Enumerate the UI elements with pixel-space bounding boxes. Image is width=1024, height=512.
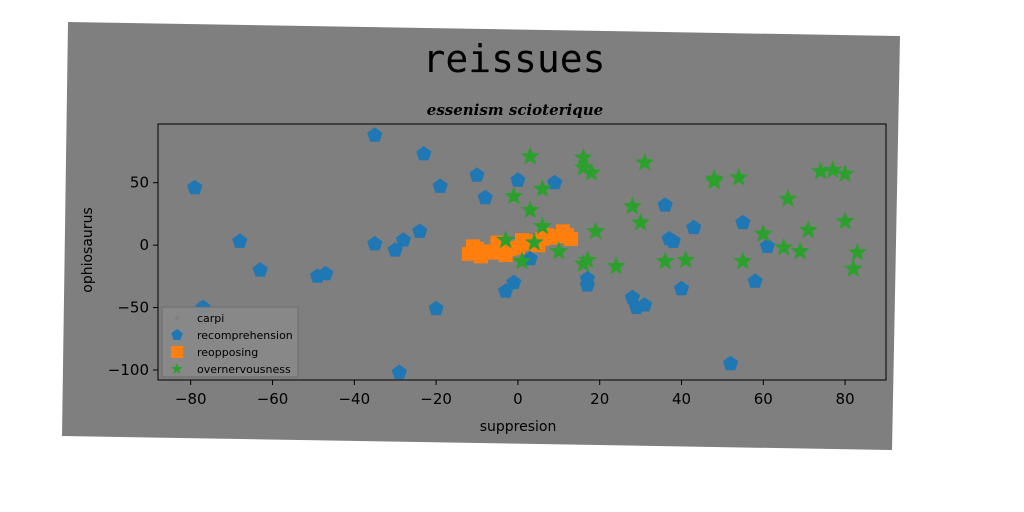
x-tick-label: −60	[257, 390, 289, 408]
y-tick-label: 50	[130, 174, 149, 192]
overnervousness-point	[586, 221, 606, 240]
legend-marker-reopposing	[171, 346, 183, 358]
overnervousness-point	[704, 171, 724, 190]
overnervousness-point	[655, 251, 675, 270]
overnervousness-point	[520, 200, 540, 219]
overnervousness-point	[843, 258, 863, 277]
overnervousness-point	[532, 216, 552, 235]
legend-marker-overnervousness	[171, 363, 183, 374]
overnervousness-point	[774, 237, 794, 256]
recomprehension-point	[367, 127, 383, 142]
x-tick-label: 0	[513, 390, 523, 408]
chart-title: reissues	[422, 37, 605, 81]
overnervousness-point	[676, 250, 696, 269]
figure-background	[62, 22, 900, 450]
y-tick-label: −50	[117, 299, 149, 317]
recomprehension-point	[318, 265, 334, 281]
chart-legend: carpi recomprehension reopposing overnervou…	[161, 306, 299, 378]
reopposing-point	[474, 249, 489, 264]
overnervousness-point	[549, 241, 569, 260]
overnervousness-point	[790, 241, 810, 260]
recomprehension-point	[391, 364, 407, 379]
overnervousness-point	[729, 167, 749, 186]
recomprehension-point	[747, 273, 763, 288]
recomprehension-point	[735, 214, 751, 230]
overnervousness-point	[496, 230, 516, 249]
recomprehension-point	[252, 262, 268, 277]
recomprehension-point	[686, 219, 702, 235]
overnervousness-point	[622, 196, 642, 215]
overnervousness-point	[835, 164, 855, 182]
recomprehension-point	[432, 178, 448, 193]
legend-label-reopposing: reopposing	[197, 346, 258, 359]
y-axis-label: ophiosaurus	[80, 207, 96, 292]
legend-label-carpi: carpi	[197, 312, 224, 325]
recomprehension-point	[657, 197, 673, 212]
legend-marker-carpi	[174, 315, 180, 321]
data-marks	[187, 127, 867, 379]
x-tick-label: 60	[754, 390, 773, 408]
chart-subtitle: essenism scioterique	[427, 101, 603, 119]
axis-ticks: −80 −60 −40 −20 0 20 40 60 80 −100 −50 0 50	[108, 174, 855, 408]
x-tick-label: −80	[175, 390, 207, 408]
recomprehension-point	[637, 297, 653, 312]
recomprehension-point	[395, 232, 411, 247]
recomprehension-point	[759, 238, 775, 253]
overnervousness-point	[532, 178, 552, 197]
overnervousness-point	[504, 186, 524, 205]
overnervousness-point	[753, 223, 773, 242]
recomprehension-point	[723, 355, 739, 371]
overnervousness-point	[524, 232, 544, 251]
recomprehension-point	[187, 179, 203, 195]
overnervousness-point	[582, 162, 601, 181]
x-tick-label: −20	[420, 390, 452, 408]
overnervousness-point	[733, 251, 753, 270]
overnervousness-point	[811, 161, 831, 180]
overnervousness-point	[573, 157, 593, 176]
recomprehension-point	[416, 146, 432, 161]
reopposing-point	[515, 233, 529, 248]
recomprehension-point	[232, 233, 248, 248]
overnervousness-point	[606, 256, 626, 275]
recomprehension-point	[673, 280, 690, 296]
overnervousness-point	[635, 152, 655, 171]
overnervousness-point	[631, 212, 651, 231]
legend-box	[161, 306, 299, 378]
overnervousness-point	[823, 160, 843, 179]
x-axis-label: suppresion	[480, 419, 557, 435]
recomprehension-point	[665, 233, 681, 248]
overnervousness-point	[577, 250, 597, 269]
legend-label-overnervousness: overnervousness	[197, 363, 291, 376]
recomprehension-point	[469, 167, 485, 182]
recomprehension-point	[412, 223, 428, 238]
overnervousness-point	[520, 146, 540, 165]
reopposing-point	[555, 224, 570, 239]
reopposing-point	[498, 248, 513, 263]
recomprehension-point	[510, 172, 526, 187]
recomprehension-point	[547, 174, 563, 190]
plot-area	[157, 123, 887, 381]
overnervousness-point	[835, 211, 855, 230]
x-tick-label: 20	[590, 390, 609, 408]
recomprehension-point	[477, 189, 493, 205]
overnervousness-point	[798, 220, 818, 239]
overnervousness-point	[778, 188, 798, 207]
x-tick-label: 40	[672, 390, 691, 408]
recomprehension-point	[579, 277, 595, 292]
y-tick-label: −100	[108, 361, 149, 379]
legend-marker-recomprehension	[171, 329, 183, 340]
legend-label-recomprehension: recomprehension	[197, 329, 293, 342]
y-tick-label: 0	[139, 236, 149, 254]
overnervousness-point	[512, 251, 532, 270]
x-tick-label: −40	[338, 390, 370, 408]
recomprehension-point	[428, 300, 444, 316]
overnervousness-point	[573, 147, 593, 166]
recomprehension-point	[367, 235, 383, 251]
x-tick-label: 80	[836, 390, 855, 408]
overnervousness-point	[847, 242, 867, 261]
recomprehension-point	[506, 274, 522, 290]
